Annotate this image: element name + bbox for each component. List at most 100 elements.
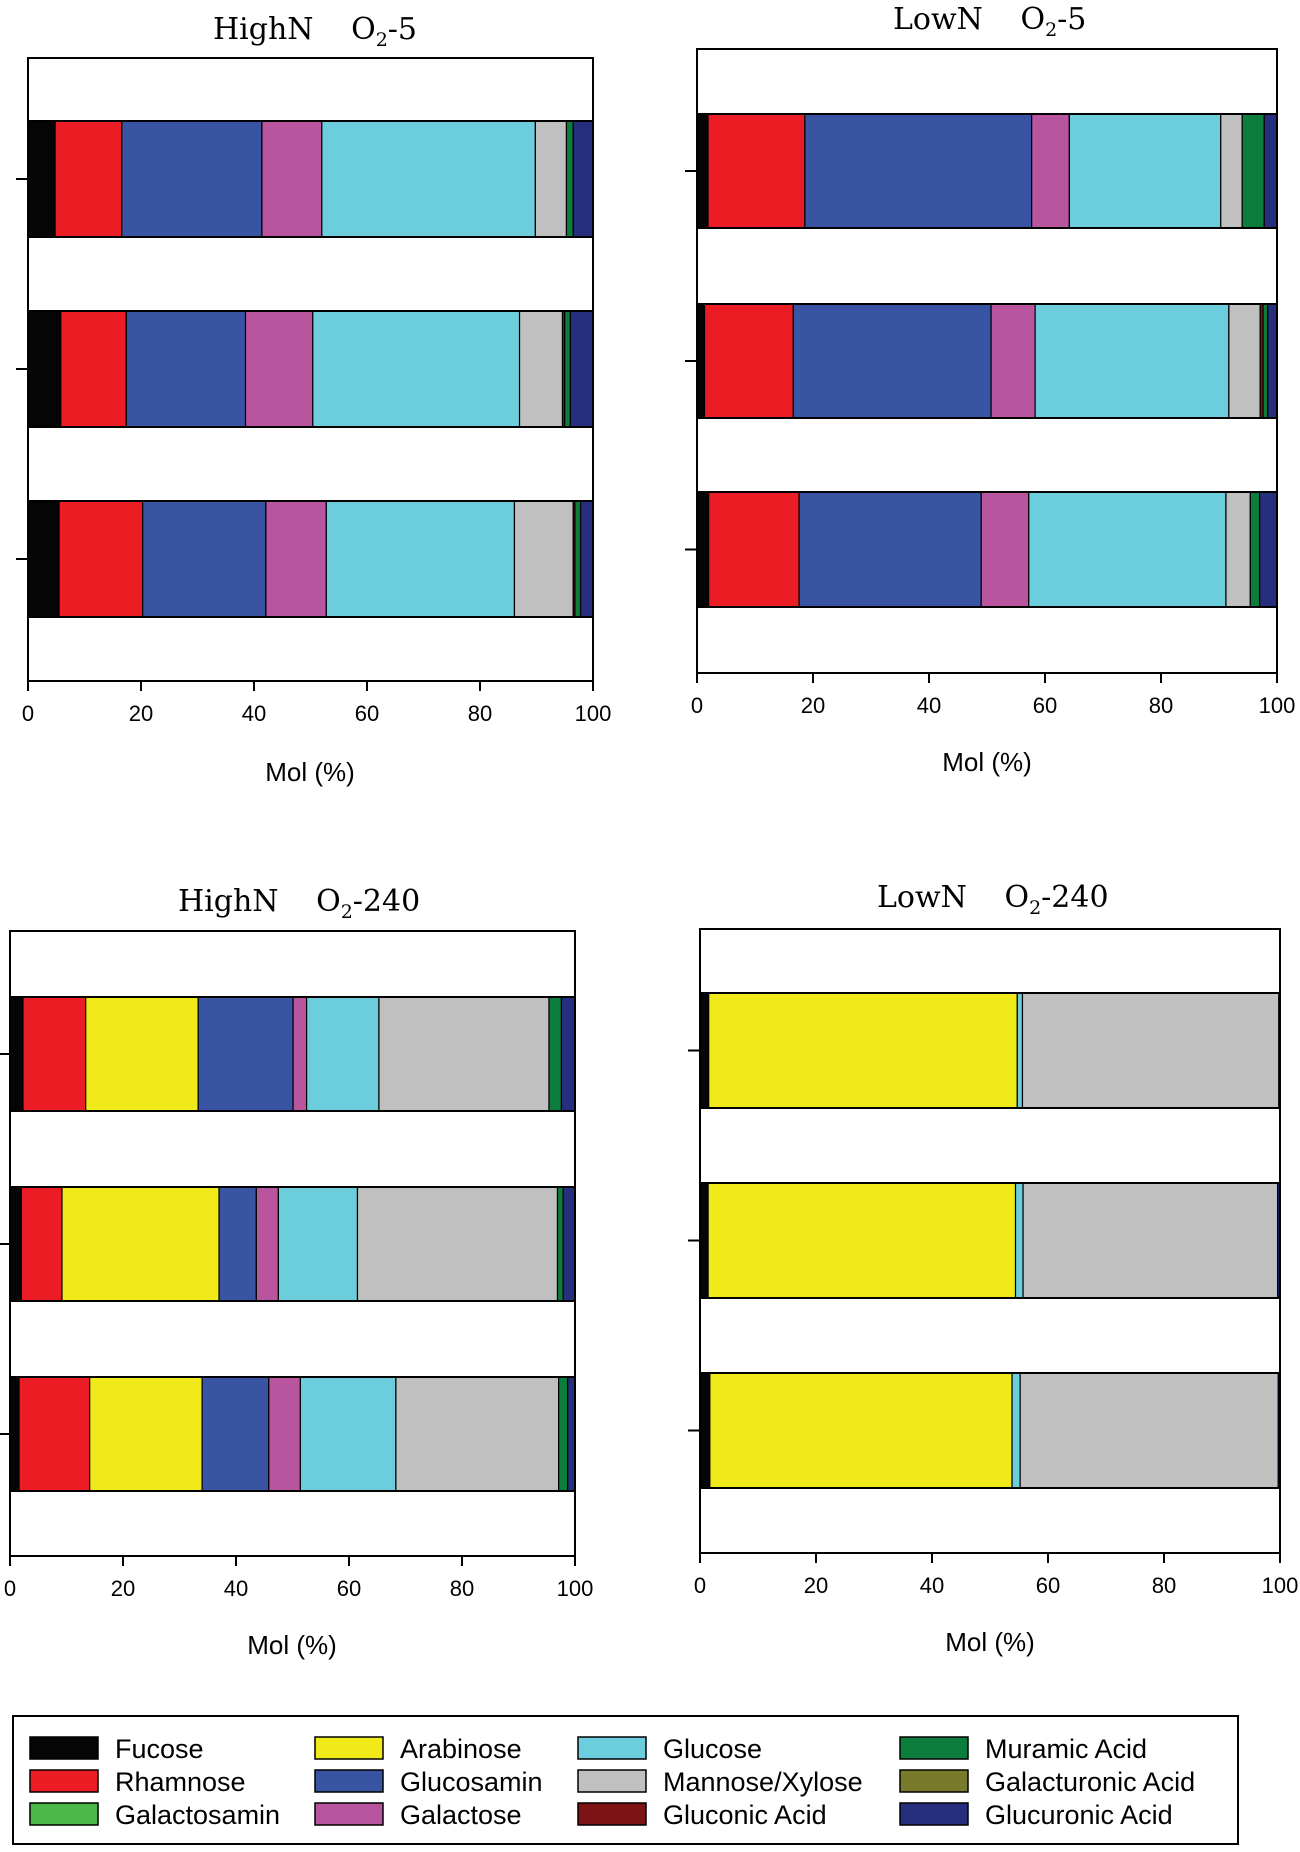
bar-segment-fucose [9,1376,20,1492]
bar-segment-glucosamin [142,500,267,618]
bar-segment-rhamnose [707,113,806,229]
x-tick-label: 80 [450,1576,474,1601]
x-tick-label: 20 [804,1573,828,1598]
legend-label: Muramic Acid [985,1734,1147,1764]
panel-title-lown-o2-5: LowN O2-5 [893,2,1086,41]
bar-segment-glucosamin [218,1186,257,1302]
x-tick-label: 80 [468,701,492,726]
bar-segment-galactose [261,120,323,238]
x-tick-label: 40 [920,1573,944,1598]
x-tick-label: 60 [355,701,379,726]
x-tick-label: 100 [575,701,612,726]
bar-segment-rhamnose [22,996,87,1112]
x-tick-label: 100 [557,1576,594,1601]
legend-label: Galactose [400,1800,522,1830]
legend-swatch [29,1802,99,1826]
bar-segment-mannose-xylose [356,1186,559,1302]
x-tick-label: 0 [4,1576,16,1601]
bar-segment-arabinose [708,992,1018,1109]
x-tick-label: 0 [694,1573,706,1598]
bar-segment-fucose [27,500,60,618]
legend-label: Mannose/Xylose [663,1767,863,1797]
bar-segment-glucuronic-acid [560,996,576,1112]
bars-highn-o2-240 [0,996,576,1492]
legend-swatch [314,1802,384,1826]
bar-segment-glucose [1011,1372,1021,1489]
bar-segment-muramic-acid [1249,491,1261,608]
bars-highn-o2-5 [16,120,594,618]
x-tick-label: 0 [22,701,34,726]
bars-lown-o2-240 [688,992,1281,1489]
bar-segment-mannose-xylose [518,310,564,428]
bar-segment-mannose-xylose [1021,992,1280,1109]
legend-swatch [899,1802,969,1826]
bars-lown-o2-5 [685,113,1278,608]
bar-segment-fucose [9,996,24,1112]
bar-segment-glucuronic-acid [579,500,594,618]
panel-highn-o2-240: HighN O2-240 0 20 40 60 80 100 Mol (%) [0,884,593,1660]
bar-segment-rhamnose [58,500,144,618]
bar-segment-fucose [9,1186,22,1302]
legend-label: Glucuronic Acid [985,1800,1173,1830]
x-tick-label: 40 [242,701,266,726]
legend-swatch [577,1769,647,1793]
bar-segment-glucosamin [125,310,247,428]
legend-label: Rhamnose [115,1767,246,1797]
bar-segment-glucuronic-acid [1258,491,1278,608]
bar-segment-galactose [1031,113,1070,229]
x-tick-label: 0 [691,693,703,718]
bar-segment-rhamnose [20,1186,63,1302]
bar-segment-glucuronic-acid [567,1376,576,1492]
bar-segment-arabinose [89,1376,203,1492]
panel-title-highn-o2-5: HighN O2-5 [213,12,417,51]
bar-segment-glucosamin [201,1376,270,1492]
bar-segment-glucosamin [121,120,263,238]
bar-segment-fucose [696,303,706,419]
panel-lown-o2-5: LowN O2-5 0 20 40 60 80 100 Mol (%) [685,2,1295,777]
bar-segment-galactose [980,491,1030,608]
bar-segment-glucosamin [197,996,294,1112]
x-tick-label: 60 [1036,1573,1060,1598]
bar-segment-rhamnose [18,1376,91,1492]
bar-segment-galactose [265,500,327,618]
bar-segment-fucose [27,310,62,428]
bar-segment-muramic-acid [548,996,563,1112]
bar-segment-glucuronic-acid [562,1186,576,1302]
bar-segment-galactose [268,1376,302,1492]
legend-label: Galactosamin [115,1800,280,1830]
bar-segment-arabinose [709,1372,1013,1489]
legend-label: Arabinose [400,1734,522,1764]
bar-segment-glucosamin [792,303,992,419]
bar-segment-glucose [299,1376,397,1492]
bar-segment-glucose [1016,992,1024,1109]
bar-segment-muramic-acid [1241,113,1265,229]
legend: Fucose Arabinose Glucose Muramic Acid Rhamno… [12,1715,1239,1845]
bar-segment-galactose [990,303,1036,419]
bar-segment-mannose-xylose [1228,303,1261,419]
bar-segment-glucuronic-acid [1267,303,1278,419]
bar-segment-galactose [244,310,314,428]
x-tick-label: 60 [337,1576,361,1601]
bar-segment-mannose-xylose [1220,113,1243,229]
legend-swatch [899,1769,969,1793]
bar-segment-fucose [699,992,710,1109]
bar-segment-glucose [1034,303,1230,419]
bar-segment-fucose [699,1372,711,1489]
x-axis-label: Mol (%) [247,1630,337,1660]
legend-label: Galacturonic Acid [985,1767,1195,1797]
bar-segment-muramic-acid [574,500,582,618]
bar-segment-rhamnose [707,491,800,608]
bar-segment-glucuronic-acid [572,120,594,238]
x-tick-label: 100 [1262,1573,1299,1598]
x-axis-label: Mol (%) [265,757,355,787]
bar-segment-glucuronic-acid [1263,113,1278,229]
bar-segment-rhamnose [60,310,127,428]
x-ticks-lown-o2-5: 0 20 40 60 80 100 [691,673,1295,718]
bar-segment-muramic-acid [1262,303,1269,419]
legend-swatch [314,1769,384,1793]
bar-segment-arabinose [707,1182,1017,1299]
bar-segment-glucosamin [804,113,1033,229]
bar-segment-glucose [1014,1182,1024,1299]
legend-swatch [314,1736,384,1760]
